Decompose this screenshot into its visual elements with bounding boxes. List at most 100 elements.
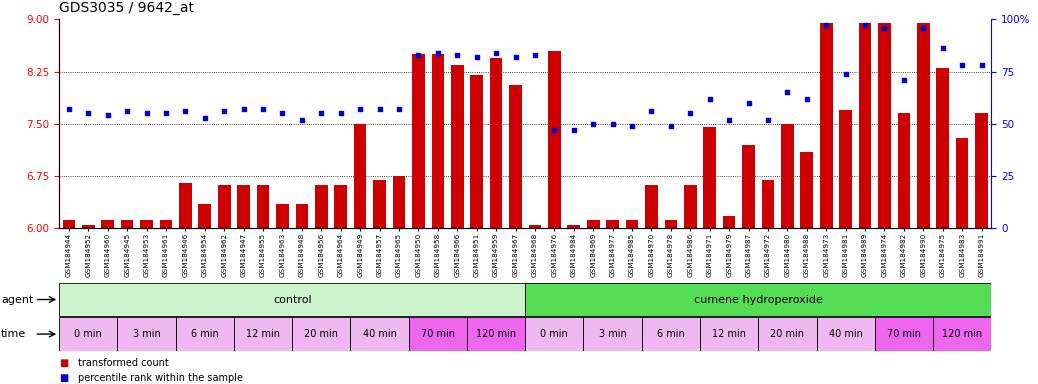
Bar [315,185,328,228]
Bar [160,220,172,228]
Text: transformed count: transformed count [78,358,168,368]
FancyBboxPatch shape [409,318,467,351]
Text: ■: ■ [59,373,69,383]
Text: 6 min: 6 min [191,329,219,339]
FancyBboxPatch shape [525,318,583,351]
Bar [510,86,522,228]
Bar [198,204,211,228]
Bar [858,23,871,228]
Text: 40 min: 40 min [362,329,397,339]
Point [313,110,330,116]
Point [274,110,291,116]
Bar [840,110,852,228]
FancyBboxPatch shape [175,318,234,351]
Text: 70 min: 70 min [420,329,455,339]
Bar [742,145,755,228]
Bar [800,152,813,228]
Point [488,50,504,56]
Bar [820,23,832,228]
Point [934,45,951,51]
Bar [976,113,988,228]
Bar [470,75,483,228]
Point [196,114,213,121]
Point [604,121,621,127]
Bar [82,225,94,228]
Bar [62,220,75,228]
Point [644,108,660,114]
FancyBboxPatch shape [351,318,409,351]
FancyBboxPatch shape [817,318,875,351]
Point [662,123,679,129]
Point [546,127,563,133]
Bar [568,225,580,228]
Point [740,100,757,106]
Bar [528,225,541,228]
Point [798,96,815,102]
Text: percentile rank within the sample: percentile rank within the sample [78,373,243,383]
Point [60,106,77,112]
Text: ■: ■ [59,358,69,368]
Point [352,106,368,112]
Point [410,52,427,58]
Point [390,106,407,112]
Text: 40 min: 40 min [828,329,863,339]
Bar [276,204,289,228]
FancyBboxPatch shape [59,283,525,316]
Point [838,71,854,77]
Bar [218,185,230,228]
Bar [140,220,153,228]
Point [856,22,873,28]
Bar [296,204,308,228]
Point [916,25,932,31]
Text: 3 min: 3 min [599,329,627,339]
Bar [722,216,736,228]
Bar [412,54,425,228]
Bar [684,185,696,228]
Point [566,127,582,133]
Bar [956,138,968,228]
Bar [548,51,561,228]
Point [508,54,524,60]
Point [526,52,543,58]
FancyBboxPatch shape [234,318,293,351]
Point [876,25,893,31]
Text: 120 min: 120 min [476,329,516,339]
Bar [664,220,677,228]
FancyBboxPatch shape [641,318,700,351]
Text: time: time [1,329,26,339]
Bar [606,220,619,228]
Point [682,110,699,116]
Text: 3 min: 3 min [133,329,161,339]
Bar [180,183,192,228]
Text: 70 min: 70 min [886,329,921,339]
Text: 6 min: 6 min [657,329,685,339]
Bar [450,65,464,228]
Bar [238,185,250,228]
FancyBboxPatch shape [467,318,525,351]
Text: 12 min: 12 min [712,329,746,339]
Point [468,54,485,60]
Point [584,121,601,127]
Bar [586,220,600,228]
Bar [781,124,794,228]
Text: 0 min: 0 min [75,329,102,339]
Bar [120,220,134,228]
FancyBboxPatch shape [117,318,175,351]
Point [954,62,971,68]
Point [720,117,737,123]
Text: 12 min: 12 min [246,329,280,339]
Bar [917,23,930,228]
Bar [334,185,347,228]
Point [780,89,796,96]
Point [118,108,135,114]
Bar [898,113,910,228]
Bar [374,180,386,228]
Point [158,110,174,116]
Bar [256,185,270,228]
Bar [646,185,658,228]
Point [294,117,310,123]
Point [974,62,990,68]
Point [332,110,349,116]
Bar [354,124,366,228]
Point [818,22,835,28]
